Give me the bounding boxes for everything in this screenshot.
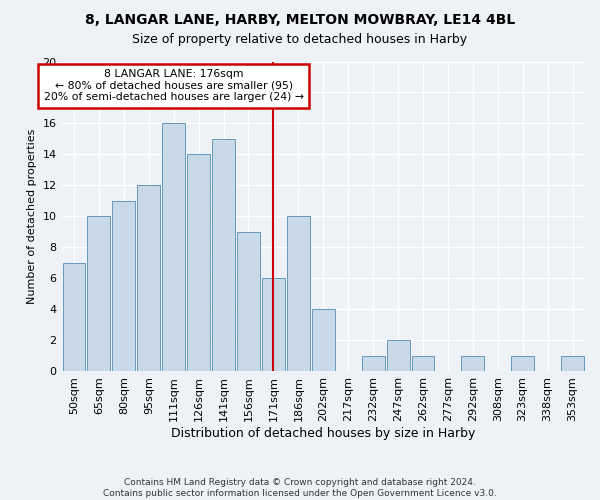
Bar <box>561 356 584 372</box>
Text: 8 LANGAR LANE: 176sqm
← 80% of detached houses are smaller (95)
20% of semi-deta: 8 LANGAR LANE: 176sqm ← 80% of detached … <box>44 69 304 102</box>
Bar <box>362 356 385 372</box>
Bar <box>312 310 335 372</box>
Bar <box>62 263 85 372</box>
X-axis label: Distribution of detached houses by size in Harby: Distribution of detached houses by size … <box>171 427 475 440</box>
Bar <box>511 356 534 372</box>
Bar <box>262 278 285 372</box>
Bar <box>287 216 310 372</box>
Bar <box>412 356 434 372</box>
Bar <box>187 154 210 372</box>
Bar <box>137 186 160 372</box>
Bar <box>212 139 235 372</box>
Text: 8, LANGAR LANE, HARBY, MELTON MOWBRAY, LE14 4BL: 8, LANGAR LANE, HARBY, MELTON MOWBRAY, L… <box>85 12 515 26</box>
Text: Contains HM Land Registry data © Crown copyright and database right 2024.
Contai: Contains HM Land Registry data © Crown c… <box>103 478 497 498</box>
Bar <box>461 356 484 372</box>
Bar <box>88 216 110 372</box>
Bar <box>237 232 260 372</box>
Text: Size of property relative to detached houses in Harby: Size of property relative to detached ho… <box>133 32 467 46</box>
Bar <box>112 201 136 372</box>
Bar <box>162 124 185 372</box>
Y-axis label: Number of detached properties: Number of detached properties <box>27 129 37 304</box>
Bar <box>386 340 410 372</box>
